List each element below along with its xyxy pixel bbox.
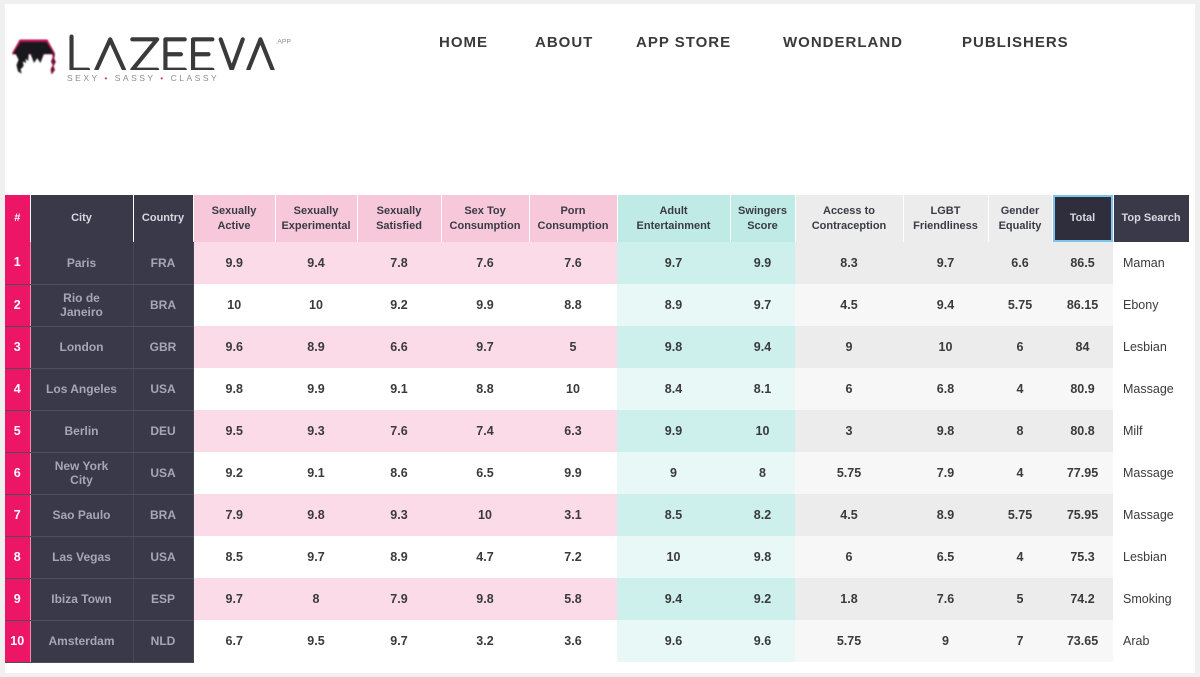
svg-text:.APP: .APP [275, 39, 291, 46]
